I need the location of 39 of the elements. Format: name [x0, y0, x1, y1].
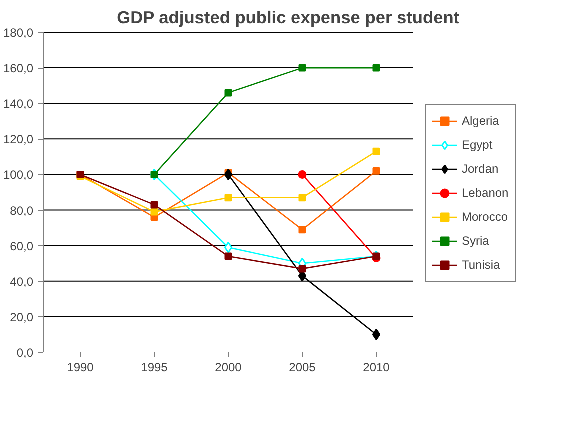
y-tick-label: 40,0 [10, 274, 34, 289]
point [224, 242, 233, 254]
x-tick-label: 2005 [289, 360, 316, 374]
legend-label: Lebanon [462, 186, 509, 200]
legend-label: Algeria [462, 114, 500, 128]
legend-label: Morocco [462, 210, 508, 224]
point [298, 170, 307, 179]
point [224, 194, 232, 202]
x-tick-label: 1995 [141, 360, 168, 374]
legend-label: Tunisia [462, 258, 500, 272]
y-tick-label: 100,0 [3, 168, 34, 182]
x-tick-label: 2010 [363, 360, 390, 374]
chart-title: GDP adjusted public expense per student [117, 8, 460, 28]
point [224, 89, 232, 97]
y-tick-label: 20,0 [10, 310, 34, 324]
point [372, 167, 380, 175]
point [224, 168, 233, 180]
legend-label: Egypt [462, 138, 493, 152]
point [150, 208, 158, 216]
point [224, 252, 232, 260]
point [298, 226, 306, 234]
point [372, 64, 380, 72]
point [372, 148, 380, 156]
y-tick-label: 80,0 [10, 204, 34, 218]
point [150, 201, 158, 209]
y-tick-label: 0,0 [16, 346, 34, 360]
x-tick-label: 2000 [215, 360, 242, 374]
point [298, 64, 306, 72]
point [298, 194, 306, 202]
y-tick-label: 180,0 [3, 26, 34, 40]
legend-label: Jordan [462, 162, 499, 176]
y-tick-label: 60,0 [10, 239, 34, 254]
x-tick-label: 1990 [67, 360, 94, 374]
point [372, 328, 381, 340]
y-tick-label: 120,0 [3, 132, 34, 147]
legend-label: Syria [462, 234, 490, 248]
y-tick-label: 160,0 [3, 62, 34, 76]
point [298, 265, 306, 273]
y-tick-label: 140,0 [3, 97, 34, 112]
